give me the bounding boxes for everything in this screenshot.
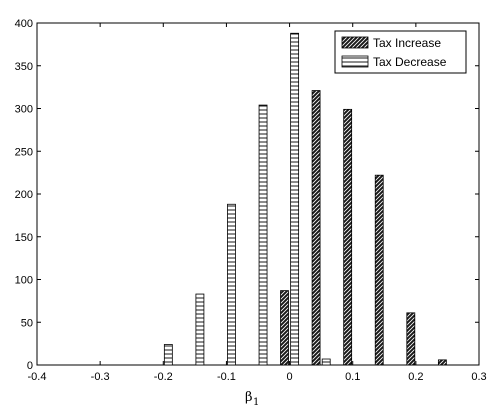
x-tick-label: 0.2 <box>408 371 423 383</box>
y-tick-label: 250 <box>15 146 33 158</box>
x-tick-label: 0.3 <box>471 371 486 383</box>
x-tick-label: -0.1 <box>217 371 236 383</box>
x-tick-label: 0.1 <box>345 371 360 383</box>
x-axis-title-subscript: 1 <box>253 397 259 408</box>
bar-tax-increase <box>343 108 353 366</box>
legend-swatch-tax-decrease <box>341 55 369 68</box>
bar-tax-increase <box>280 290 289 366</box>
bar-tax-decrease <box>163 344 173 366</box>
bar-tax-decrease <box>227 203 236 366</box>
x-axis: -0.4 -0.3 -0.2 -0.1 0 0.1 0.2 0.3 <box>28 23 487 383</box>
x-tick-label: -0.2 <box>154 371 173 383</box>
legend-label-tax-decrease: Tax Decrease <box>373 55 447 69</box>
legend: Tax Increase Tax Decrease <box>334 30 467 74</box>
legend-label-tax-increase: Tax Increase <box>373 36 441 50</box>
y-axis: 0 50 100 150 200 250 300 350 400 <box>15 18 479 372</box>
y-tick-label: 100 <box>15 275 33 287</box>
y-tick-label: 200 <box>15 189 33 201</box>
y-tick-label: 300 <box>15 104 33 116</box>
bar-tax-decrease <box>258 104 268 366</box>
x-tick-label: -0.3 <box>91 371 110 383</box>
bars-group <box>163 32 447 366</box>
y-tick-label: 150 <box>15 232 33 244</box>
bar-tax-increase <box>374 174 384 366</box>
legend-swatch-tax-increase <box>341 36 369 49</box>
x-tick-label: -0.4 <box>28 371 47 383</box>
y-tick-label: 400 <box>15 18 33 30</box>
y-tick-label: 50 <box>21 317 33 329</box>
bar-tax-decrease <box>195 293 205 366</box>
x-tick-label: 0 <box>287 371 293 383</box>
bar-tax-decrease <box>290 32 300 366</box>
plot-area <box>36 22 480 366</box>
bar-tax-decrease <box>321 358 331 366</box>
x-axis-title: β 1 <box>245 390 259 408</box>
bar-tax-increase <box>437 359 447 366</box>
y-tick-label: 350 <box>15 61 33 73</box>
x-axis-title-main: β <box>245 390 253 405</box>
bar-tax-increase <box>406 312 416 366</box>
bar-tax-increase <box>311 90 321 366</box>
y-tick-label: 0 <box>27 360 33 372</box>
